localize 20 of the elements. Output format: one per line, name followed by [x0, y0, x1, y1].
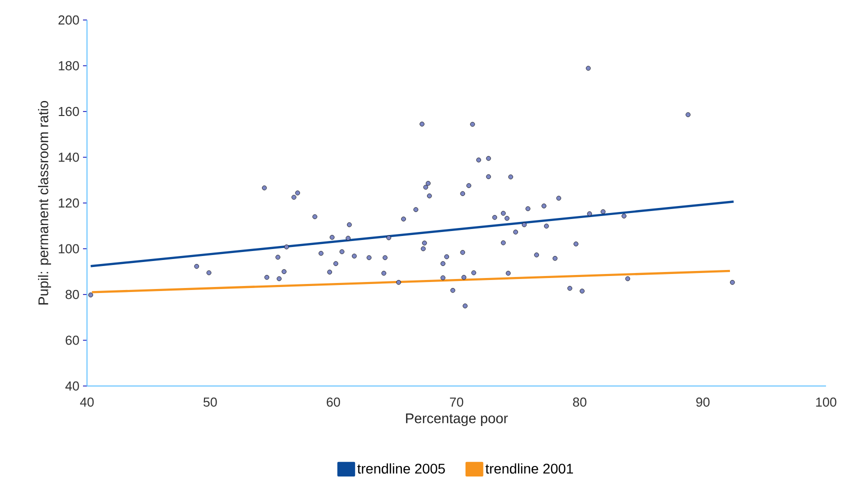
y-tick-label: 100 [58, 244, 79, 254]
x-tick-label: 50 [203, 398, 217, 407]
y-axis-title: Pupil: permanent classroom ratio [38, 101, 52, 304]
legend-label: trendline 2001 [485, 463, 573, 474]
y-tick-label: 40 [65, 381, 79, 391]
y-tick-label: 180 [58, 61, 79, 70]
x-tick-label: 70 [450, 398, 464, 407]
y-tick-label: 80 [66, 290, 79, 300]
y-tick-label: 120 [58, 198, 79, 208]
y-tick-label: 160 [58, 106, 79, 116]
legend-label: trendline 2005 [357, 463, 445, 474]
y-tick-label: 200 [58, 15, 79, 25]
x-axis-title: Percentage poor [406, 414, 508, 426]
x-tick-label: 40 [80, 398, 94, 407]
x-tick-label: 90 [696, 398, 710, 407]
x-tick-label: 60 [326, 398, 340, 407]
x-tick-label: 100 [816, 398, 836, 407]
y-tick-label: 60 [66, 336, 79, 345]
y-tick-label: 140 [58, 152, 79, 162]
x-tick-label: 80 [573, 398, 586, 407]
